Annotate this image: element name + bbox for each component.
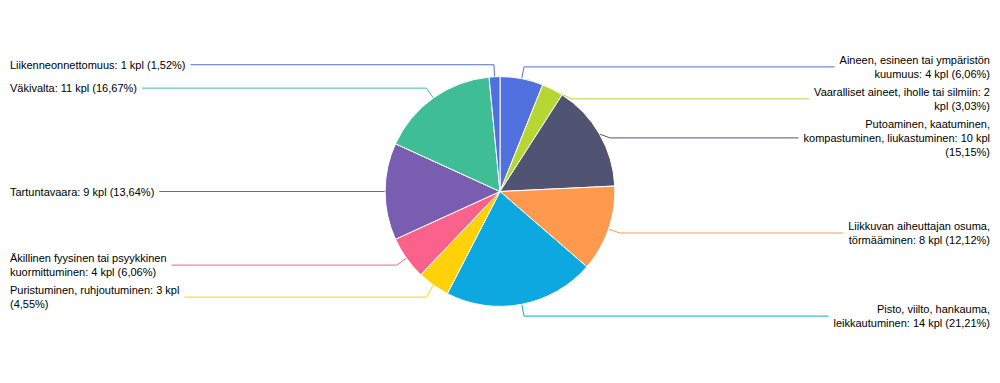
- svg-text:Liikenneonnettomuus: 1 kpl (1,: Liikenneonnettomuus: 1 kpl (1,52%): [10, 59, 186, 71]
- svg-text:Pisto, viilto, hankauma,: Pisto, viilto, hankauma,: [877, 303, 990, 315]
- svg-text:Äkillinen fyysinen tai psyykki: Äkillinen fyysinen tai psyykkinen: [10, 252, 167, 264]
- svg-text:Putoaminen, kaatuminen,: Putoaminen, kaatuminen,: [865, 118, 990, 130]
- svg-text:kompastuminen, liukastuminen:: kompastuminen, liukastuminen: 10 kpl: [804, 132, 990, 144]
- svg-text:kpl (3,03%): kpl (3,03%): [934, 100, 990, 112]
- svg-text:kuumuus: 4 kpl (6,06%): kuumuus: 4 kpl (6,06%): [874, 68, 990, 80]
- svg-text:Väkivalta: 11 kpl (16,67%): Väkivalta: 11 kpl (16,67%): [10, 82, 137, 94]
- svg-text:Puristuminen, ruhjoutuminen: 3: Puristuminen, ruhjoutuminen: 3 kpl: [10, 284, 179, 296]
- svg-text:Liikkuvan aiheuttajan osuma,: Liikkuvan aiheuttajan osuma,: [848, 220, 990, 232]
- svg-text:Aineen, esineen tai ympäristön: Aineen, esineen tai ympäristön: [840, 54, 990, 66]
- svg-text:Tartuntavaara: 9 kpl (13,64%): Tartuntavaara: 9 kpl (13,64%): [10, 186, 154, 198]
- svg-text:(15,15%): (15,15%): [945, 146, 990, 158]
- svg-text:Vaaralliset aineet, iholle tai: Vaaralliset aineet, iholle tai silmiin: …: [814, 86, 990, 98]
- svg-text:leikkautuminen: 14 kpl (21,21%: leikkautuminen: 14 kpl (21,21%): [833, 317, 990, 329]
- svg-text:(4,55%): (4,55%): [10, 298, 49, 310]
- svg-text:törmääminen: 8 kpl (12,12%): törmääminen: 8 kpl (12,12%): [849, 234, 990, 246]
- svg-text:kuormittuminen: 4 kpl (6,06%): kuormittuminen: 4 kpl (6,06%): [10, 266, 156, 278]
